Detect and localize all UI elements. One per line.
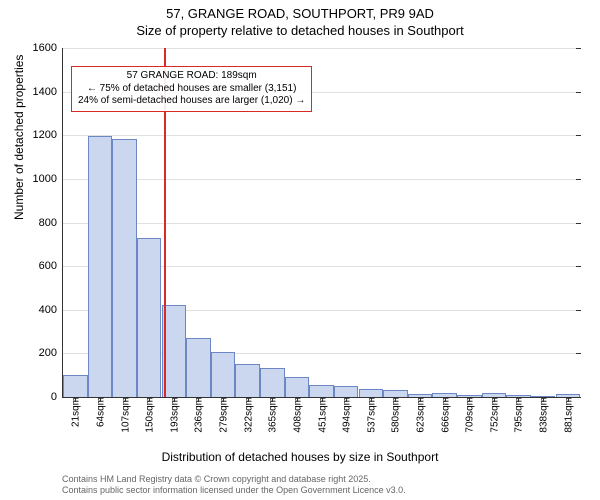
x-tick-label: 279sqm [217,397,230,433]
plot-area: 02004006008001000120014001600 21sqm64sqm… [62,48,580,398]
footer-line-2: Contains public sector information licen… [62,485,406,496]
histogram-bar [63,375,87,397]
x-tick-label: 365sqm [266,397,279,433]
y-tick-label: 0 [51,391,63,403]
histogram-bar [186,338,210,397]
x-tick-label: 236sqm [192,397,205,433]
x-tick-label: 107sqm [118,397,131,433]
histogram-bar [211,352,235,397]
annotation-box: 57 GRANGE ROAD: 189sqm ← 75% of detached… [71,66,312,112]
chart-subtitle: Size of property relative to detached ho… [0,21,600,38]
histogram-bar [137,238,161,397]
histogram-bar [112,139,136,397]
chart-title: 57, GRANGE ROAD, SOUTHPORT, PR9 9AD [0,0,600,21]
footer-attribution: Contains HM Land Registry data © Crown c… [62,474,406,496]
x-tick-label: 881sqm [561,397,574,433]
y-tick-label: 1000 [33,173,63,185]
y-tick-label: 400 [39,304,63,316]
histogram-bar [235,364,259,397]
y-tick-label: 800 [39,217,63,229]
y-tick-label: 1600 [33,42,63,54]
histogram-bar [334,386,358,397]
annotation-title: 57 GRANGE ROAD: 189sqm [78,70,305,83]
y-tick-label: 600 [39,260,63,272]
x-tick-label: 709sqm [463,397,476,433]
x-tick-label: 838sqm [537,397,550,433]
x-tick-label: 408sqm [290,397,303,433]
annotation-smaller: ← 75% of detached houses are smaller (3,… [78,83,305,96]
x-tick-label: 623sqm [413,397,426,433]
x-tick-label: 795sqm [512,397,525,433]
x-tick-label: 451sqm [315,397,328,433]
x-tick-label: 666sqm [438,397,451,433]
x-tick-label: 494sqm [340,397,353,433]
x-tick-label: 752sqm [487,397,500,433]
x-tick-label: 322sqm [241,397,254,433]
y-axis-label: Number of detached properties [12,55,26,220]
x-tick-label: 150sqm [143,397,156,433]
histogram-bar [359,389,383,397]
x-tick-label: 537sqm [364,397,377,433]
footer-line-1: Contains HM Land Registry data © Crown c… [62,474,406,485]
y-tick-label: 1400 [33,86,63,98]
histogram-bar [260,368,284,397]
chart-area: 02004006008001000120014001600 21sqm64sqm… [62,48,580,398]
annotation-larger: 24% of semi-detached houses are larger (… [78,95,305,108]
x-tick-label: 580sqm [389,397,402,433]
y-tick-label: 200 [39,347,63,359]
x-tick-label: 193sqm [167,397,180,433]
x-axis-label: Distribution of detached houses by size … [0,450,600,464]
histogram-bar [285,377,309,397]
histogram-bar [88,136,112,397]
histogram-bar [309,385,333,397]
y-tick-label: 1200 [33,129,63,141]
